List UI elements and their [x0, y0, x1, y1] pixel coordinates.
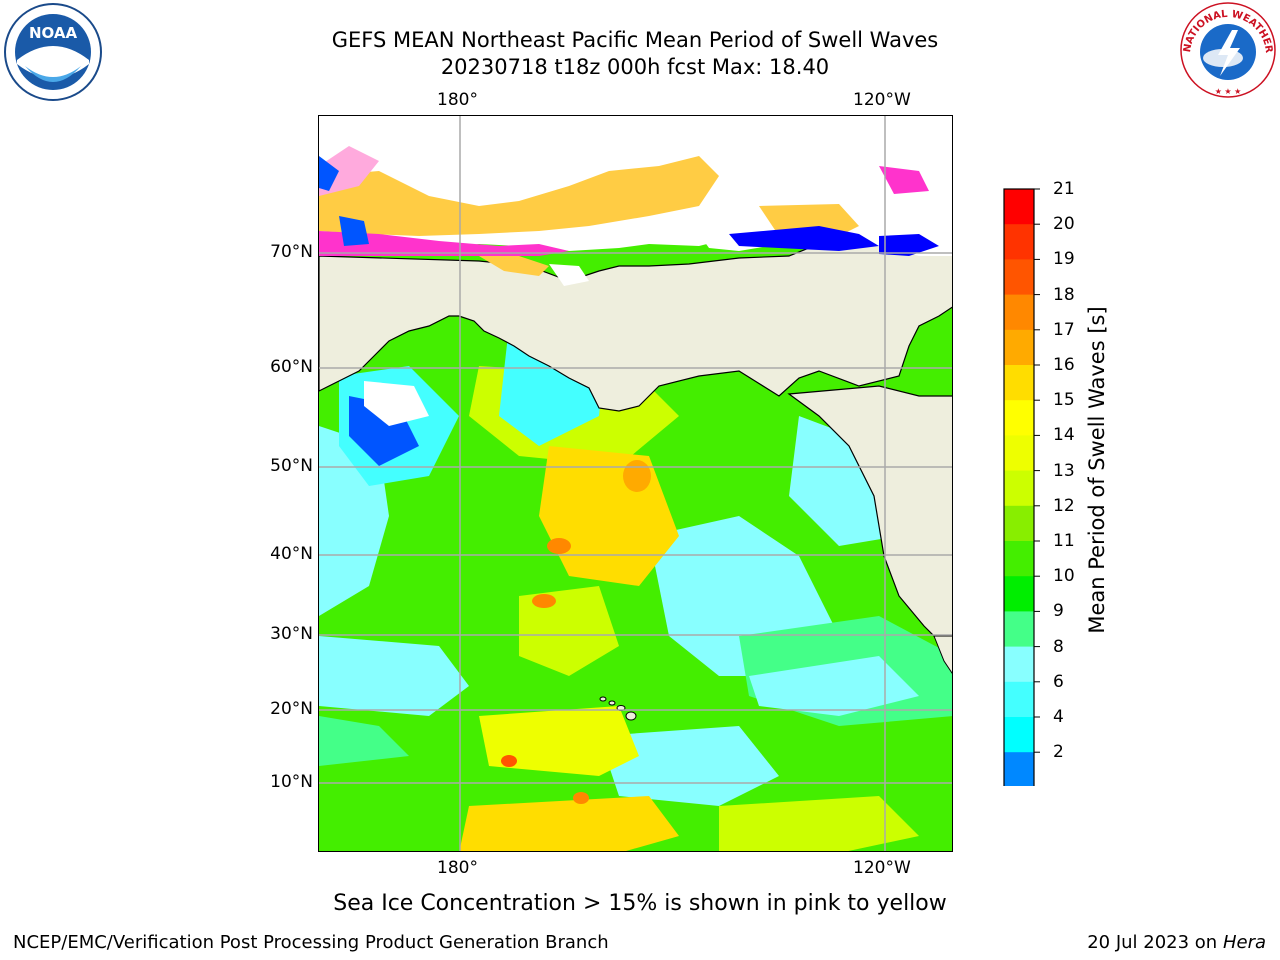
colorbar-segment [1004, 294, 1034, 331]
bottom-lon-label-120w: 120°W [853, 858, 911, 878]
colorbar-segment [1004, 470, 1034, 507]
colorbar-segment [1004, 224, 1034, 260]
colorbar-segment [1004, 611, 1034, 648]
colorbar-segment [1004, 189, 1034, 225]
footer-host: Hera [1222, 932, 1266, 953]
colorbar-segment [1004, 576, 1034, 612]
colorbar-tick-label: 13 [1053, 460, 1075, 481]
colorbar-tick-label: 12 [1053, 495, 1075, 516]
colorbar-tick-label: 14 [1053, 425, 1075, 446]
map-caption: Sea Ice Concentration > 15% is shown in … [333, 891, 947, 916]
colorbar-segment [1004, 646, 1034, 683]
colorbar-tick-label: 18 [1053, 284, 1075, 305]
sea-ice [319, 116, 952, 286]
colorbar-tick-label: 4 [1053, 707, 1064, 727]
colorbar-tick-label: 16 [1053, 355, 1075, 375]
land-areas [319, 213, 952, 674]
lat-label-40n: 40°N [270, 544, 313, 564]
map-title: GEFS MEAN Northeast Pacific Mean Period … [331, 28, 939, 52]
footer-date: 20 Jul 2023 on Hera [1087, 932, 1266, 953]
colorbar-segment [1004, 541, 1034, 577]
noaa-logo-text: NOAA [29, 24, 78, 42]
noaa-logo: NOAA [3, 2, 103, 102]
colorbar-tick-label: 11 [1053, 531, 1075, 551]
footer-date-text: 20 Jul 2023 on [1087, 932, 1223, 953]
map-panel [318, 115, 953, 852]
colorbar-segment [1004, 329, 1034, 366]
colorbar-tick-label: 8 [1053, 636, 1064, 657]
colorbar-tick-label: 6 [1053, 671, 1064, 692]
top-lon-label-180: 180° [437, 90, 478, 110]
colorbar-tick-label: 15 [1053, 390, 1075, 411]
colorbar-tick-label: 20 [1053, 214, 1075, 235]
colorbar-tick-label: 19 [1053, 249, 1075, 270]
colorbar-segment [1004, 365, 1034, 401]
svg-text:★ ★ ★: ★ ★ ★ [1215, 87, 1242, 96]
top-lon-label-120w: 120°W [853, 90, 911, 110]
map-subtitle: 20230718 t18z 000h fcst Max: 18.40 [440, 55, 830, 79]
colorbar-tick-label: 21 [1053, 179, 1075, 199]
bottom-lon-label-180: 180° [437, 858, 478, 878]
swell-field [319, 316, 952, 851]
colorbar-segment [1004, 259, 1034, 296]
lat-label-10n: 10°N [270, 772, 313, 792]
colorbar-segment [1004, 752, 1034, 788]
colorbar-segment [1004, 717, 1034, 753]
lat-label-50n: 50°N [270, 456, 313, 476]
lat-label-30n: 30°N [270, 624, 313, 644]
lat-label-70n: 70°N [270, 242, 313, 262]
colorbar-tick-label: 2 [1053, 742, 1064, 763]
colorbar-segment [1004, 400, 1034, 436]
colorbar-tick-label: 9 [1053, 601, 1064, 622]
lat-label-60n: 60°N [270, 357, 313, 377]
nws-logo: NATIONAL WEATHER SERVICE ★ ★ ★ [1174, 0, 1278, 100]
footer-credit: NCEP/EMC/Verification Post Processing Pr… [13, 932, 609, 953]
colorbar-label: Mean Period of Swell Waves [s] [1085, 306, 1109, 634]
map-gridlines [319, 116, 952, 851]
colorbar-tick-label: 17 [1053, 319, 1075, 340]
colorbar-tick-label: 10 [1053, 566, 1075, 587]
lat-label-20n: 20°N [270, 699, 313, 719]
colorbar-segment [1004, 435, 1034, 472]
colorbar-segment [1004, 505, 1034, 542]
colorbar-segment [1004, 681, 1034, 718]
